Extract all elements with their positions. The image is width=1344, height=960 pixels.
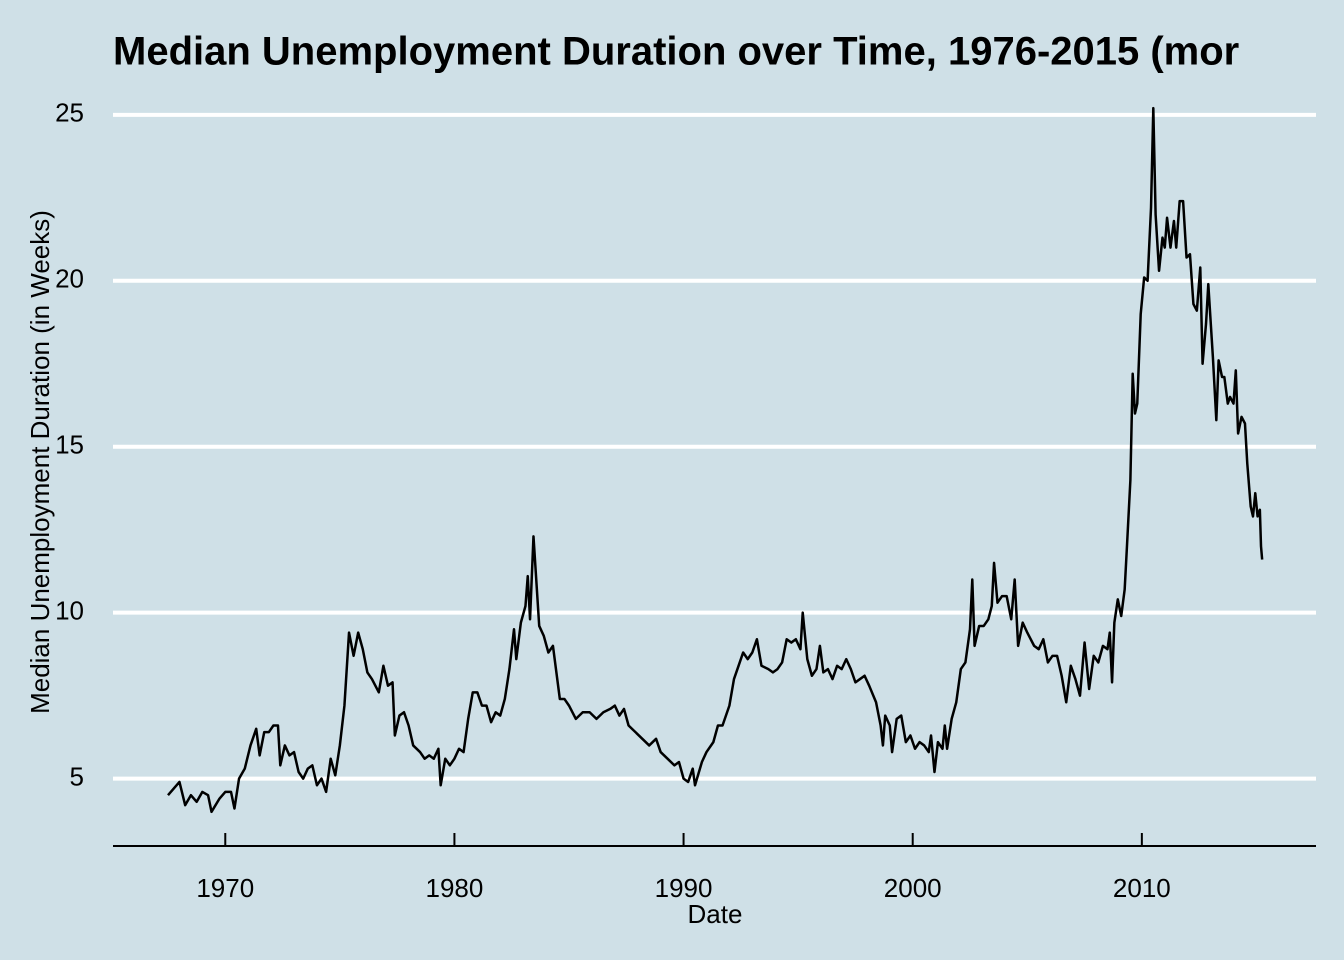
x-axis-title: Date xyxy=(688,899,743,929)
y-tick-label: 20 xyxy=(55,264,84,294)
chart-title: Median Unemployment Duration over Time, … xyxy=(113,30,1239,74)
y-tick-label: 15 xyxy=(55,430,84,460)
x-tick-label: 2010 xyxy=(1113,873,1171,903)
y-axis-title: Median Unemployment Duration (in Weeks) xyxy=(25,210,55,714)
x-tick-label: 2000 xyxy=(884,873,942,903)
data-line xyxy=(167,106,1264,814)
x-tick-label: 1990 xyxy=(655,873,713,903)
y-tick-label: 5 xyxy=(70,762,84,792)
y-tick-label: 25 xyxy=(55,98,84,128)
x-tick-label: 1970 xyxy=(196,873,254,903)
y-tick-label: 10 xyxy=(55,596,84,626)
x-tick-label: 1980 xyxy=(426,873,484,903)
